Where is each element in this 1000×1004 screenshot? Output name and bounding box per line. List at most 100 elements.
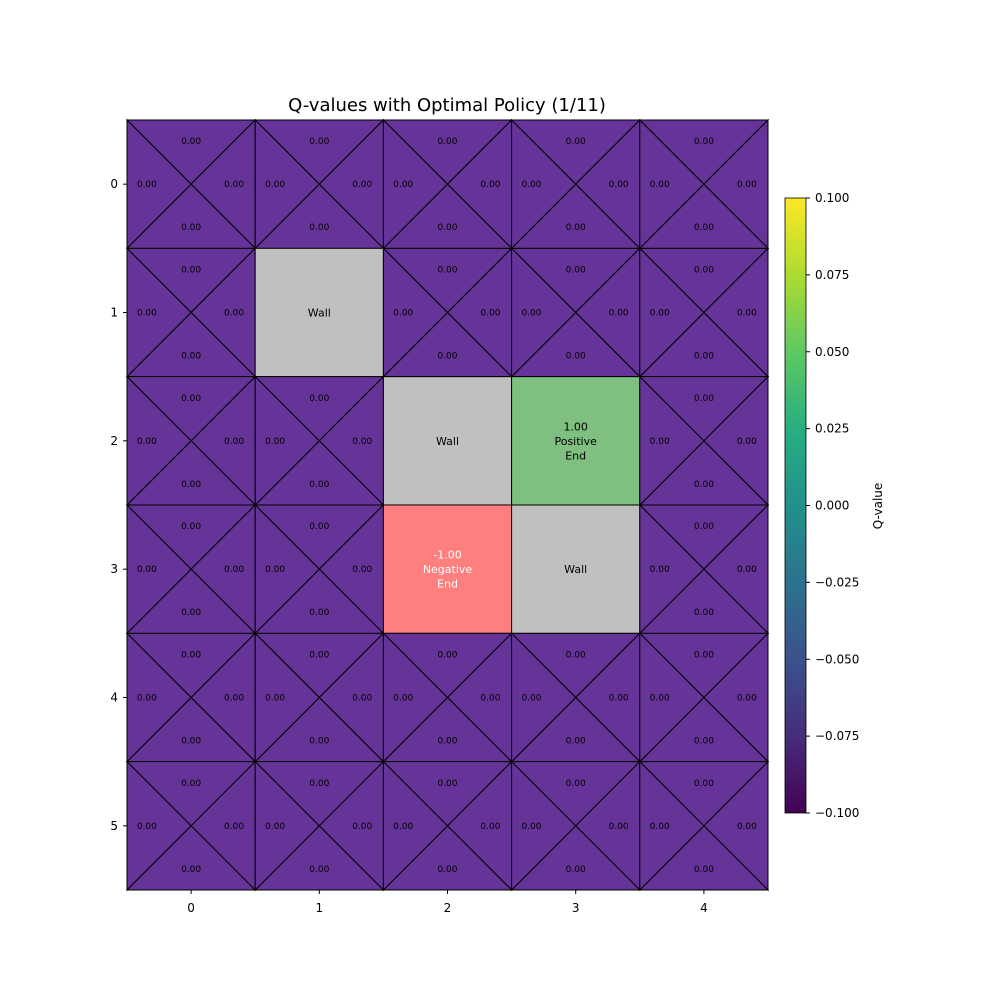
grid-cell-r5-c0: 0.00 0.00 0.00 0.00 [125,760,257,892]
q-triangle-left [511,118,577,250]
q-value-up: 0.00 [437,266,457,276]
grid-cell-r5-c2: 0.00 0.00 0.00 0.00 [382,760,513,892]
q-value-down: 0.00 [694,480,714,490]
q-value-up: 0.00 [309,522,329,532]
grid-cell-r1-c3: 0.00 0.00 0.00 0.00 [510,247,642,378]
q-triangle-left [639,247,705,378]
q-value-left: 0.00 [265,437,285,447]
q-value-up: 0.00 [566,650,586,660]
q-triangle-left [382,760,449,892]
q-value-left: 0.00 [650,822,670,832]
q-value-down: 0.00 [566,736,586,746]
q-triangle-left [382,118,449,250]
q-value-left: 0.00 [137,437,157,447]
q-value-right: 0.00 [224,437,244,447]
chart-title: Q-values with Optimal Policy (1/11) [288,95,606,116]
q-value-up: 0.00 [694,266,714,276]
q-value-left: 0.00 [521,180,541,190]
q-value-up: 0.00 [181,394,201,404]
q-value-up: 0.00 [181,137,201,147]
colorbar: Q-value 0.100 0.075 0.050 0.025 0.000 −0.025 −… [784,191,885,820]
q-value-left: 0.00 [137,693,157,703]
q-value-right: 0.00 [352,180,372,190]
grid-cell-r0-c3: 0.00 0.00 0.00 0.00 [510,118,642,250]
y-tick-label: 3 [110,562,118,576]
grid-cell-r4-c0: 0.00 0.00 0.00 0.00 [125,632,257,763]
q-value-right: 0.00 [480,822,500,832]
terminal-label-line: End [437,578,458,591]
colorbar-tick-label: −0.025 [815,575,859,589]
q-value-down: 0.00 [181,223,201,233]
colorbar-tick-label: 0.025 [815,422,849,436]
x-tick-label: 3 [572,901,580,915]
q-value-up: 0.00 [309,650,329,660]
q-value-right: 0.00 [224,180,244,190]
colorbar-tick-label: −0.100 [815,806,859,820]
q-value-down: 0.00 [437,351,457,361]
grid-cell-r4-c4: 0.00 0.00 0.00 0.00 [638,632,770,763]
grid-cell-r1-c2: 0.00 0.00 0.00 0.00 [382,247,513,378]
q-value-down: 0.00 [181,351,201,361]
wall-cell [382,376,513,506]
q-value-up: 0.00 [694,779,714,789]
q-value-left: 0.00 [265,693,285,703]
colorbar-label: Q-value [871,483,885,530]
grid-cell-r0-c1: 0.00 0.00 0.00 0.00 [253,118,385,250]
q-value-right: 0.00 [609,180,629,190]
colorbar-tick-label: 0.050 [815,345,849,359]
q-value-right: 0.00 [224,308,244,318]
q-value-left: 0.00 [265,822,285,832]
q-value-right: 0.00 [480,180,500,190]
grid-cell-r3-c3: Wall [511,504,641,634]
y-tick-label: 1 [110,305,118,319]
q-value-down: 0.00 [181,736,201,746]
x-tick-label: 4 [700,901,708,915]
q-value-left: 0.00 [265,180,285,190]
q-value-up: 0.00 [566,779,586,789]
q-value-right: 0.00 [737,180,757,190]
q-value-up: 0.00 [437,779,457,789]
q-value-left: 0.00 [265,565,285,575]
q-value-right: 0.00 [737,822,757,832]
x-tick-label: 1 [315,901,323,915]
colorbar-tick-label: −0.050 [815,652,859,666]
q-value-up: 0.00 [694,650,714,660]
q-value-down: 0.00 [181,865,201,875]
q-triangle-left [511,632,577,763]
q-triangle-left [639,760,705,892]
q-value-right: 0.00 [224,565,244,575]
q-value-down: 0.00 [566,223,586,233]
axes-layer: 0 1 2 3 4 0 1 2 3 4 5 [110,119,769,915]
grid-cell-r3-c1: 0.00 0.00 0.00 0.00 [253,503,385,635]
q-value-down: 0.00 [309,736,329,746]
q-value-left: 0.00 [137,180,157,190]
terminal-label-line: Positive [554,435,597,448]
q-value-down: 0.00 [694,223,714,233]
grid-cell-r4-c3: 0.00 0.00 0.00 0.00 [510,632,642,763]
q-value-left: 0.00 [521,822,541,832]
q-value-right: 0.00 [352,822,372,832]
q-value-right: 0.00 [480,693,500,703]
wall-label: Wall [436,435,459,448]
q-value-left: 0.00 [393,822,413,832]
q-value-down: 0.00 [566,865,586,875]
grid-cell-r2-c2: Wall [382,376,513,506]
q-value-up: 0.00 [181,779,201,789]
q-value-up: 0.00 [309,779,329,789]
q-value-down: 0.00 [694,351,714,361]
q-value-right: 0.00 [609,822,629,832]
q-value-up: 0.00 [181,266,201,276]
q-value-down: 0.00 [566,351,586,361]
q-value-up: 0.00 [566,137,586,147]
q-value-down: 0.00 [437,865,457,875]
q-triangle-left [639,632,705,763]
grid-cell-r0-c4: 0.00 0.00 0.00 0.00 [638,118,770,250]
grid-cell-r2-c0: 0.00 0.00 0.00 0.00 [125,375,257,507]
q-value-up: 0.00 [694,522,714,532]
terminal-label-line: Negative [423,563,473,576]
colorbar-gradient [784,197,807,814]
q-value-right: 0.00 [352,437,372,447]
q-value-left: 0.00 [393,308,413,318]
q-value-left: 0.00 [650,308,670,318]
